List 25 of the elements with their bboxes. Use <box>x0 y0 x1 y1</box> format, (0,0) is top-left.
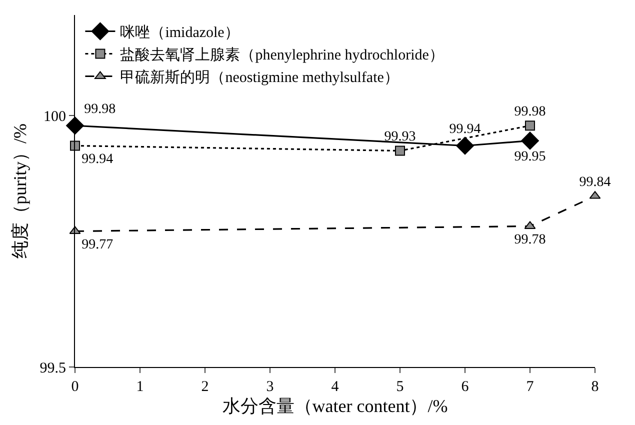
x-tick-label: 2 <box>201 379 209 395</box>
data-label: 99.94 <box>449 122 481 138</box>
x-tick-label: 5 <box>396 379 404 395</box>
data-label: 99.93 <box>384 130 416 145</box>
y-tick-label: 100 <box>44 108 66 125</box>
x-tick-label: 8 <box>591 379 599 395</box>
data-label: 99.98 <box>84 102 116 118</box>
data-label: 99.84 <box>579 174 611 190</box>
data-label: 99.78 <box>514 232 546 248</box>
y-axis-title: 纯度（purity）/% <box>10 124 30 258</box>
x-axis-title: 水分含量（water content）/% <box>222 396 448 416</box>
legend-label: 盐酸去氧肾上腺素（phenylephrine hydrochloride） <box>120 46 444 64</box>
x-tick-label: 1 <box>136 379 144 395</box>
x-tick-label: 7 <box>526 379 534 395</box>
data-label: 99.95 <box>514 149 546 164</box>
y-tick-label: 99.5 <box>40 360 66 376</box>
data-label: 99.94 <box>82 152 114 167</box>
x-tick-label: 4 <box>331 379 340 395</box>
x-tick-label: 0 <box>71 379 79 395</box>
legend-label: 咪唑（imidazole） <box>120 24 240 42</box>
legend-label: 甲硫新斯的明（neostigmine methylsulfate） <box>120 69 399 86</box>
x-tick-label: 6 <box>461 379 470 395</box>
x-tick-label: 3 <box>266 379 274 395</box>
data-label: 99.77 <box>82 237 114 252</box>
data-label: 99.98 <box>514 104 546 120</box>
